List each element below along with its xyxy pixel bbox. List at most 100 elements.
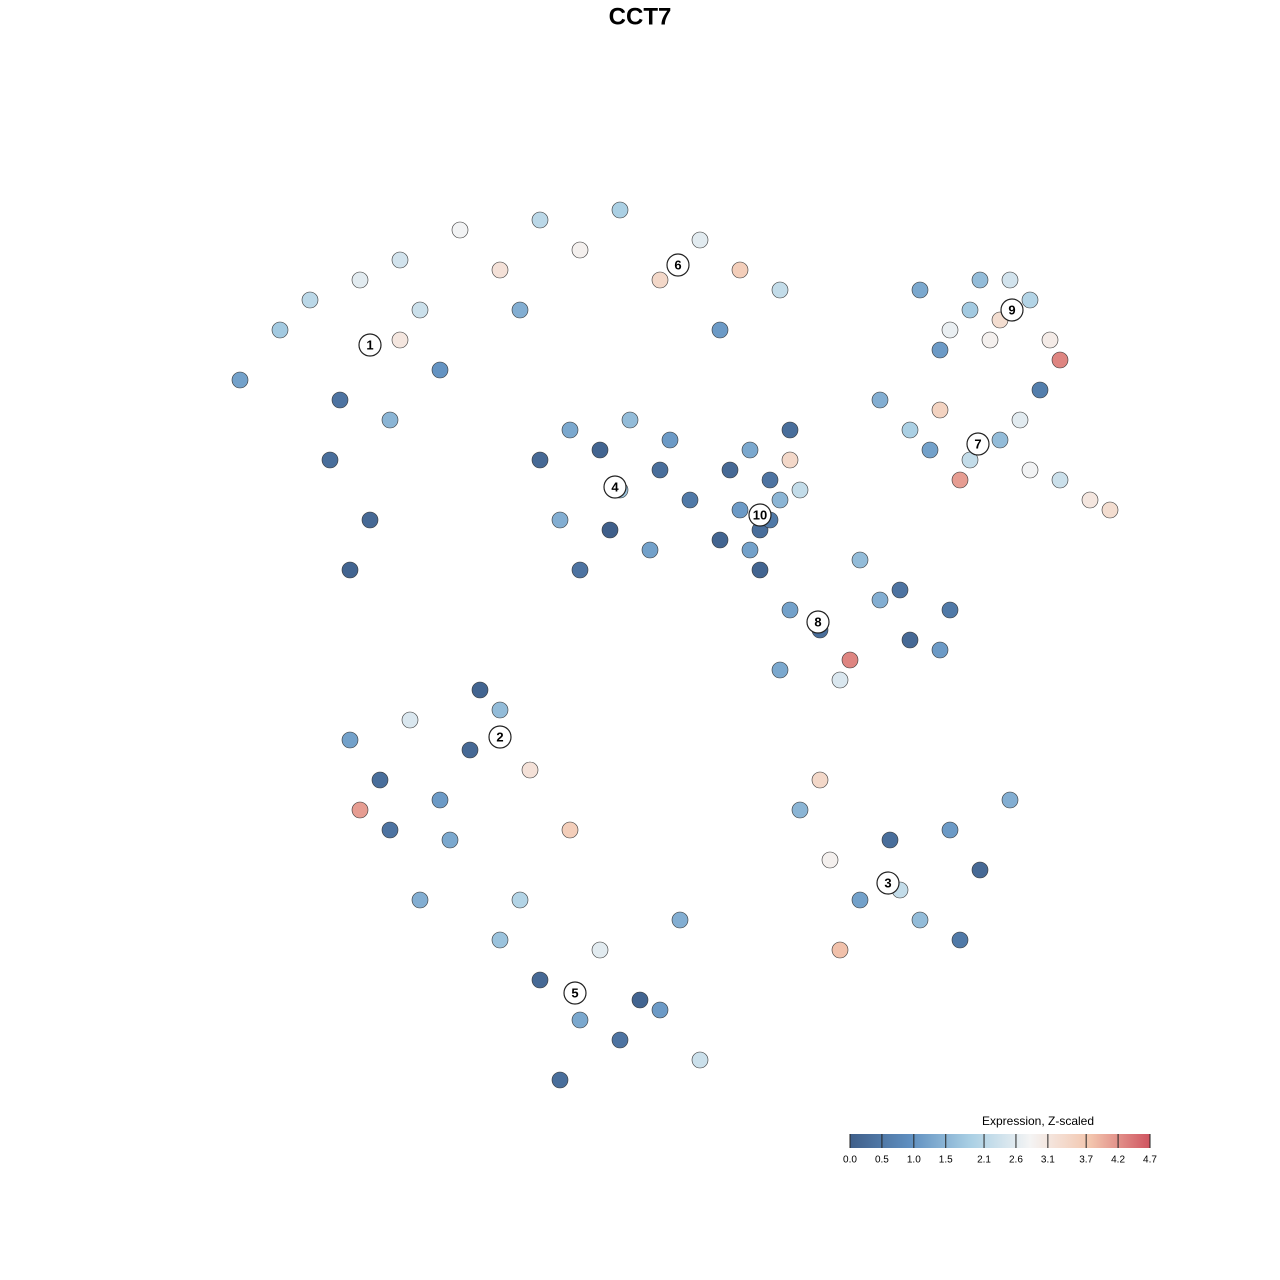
- cell-point: [1041, 331, 1059, 349]
- cluster-label: 1: [366, 337, 373, 352]
- cell-point: [731, 501, 749, 519]
- cell-point: [651, 461, 669, 479]
- cell-point: [351, 801, 369, 819]
- cluster-label: 5: [571, 985, 578, 1000]
- cell-point: [411, 891, 429, 909]
- cell-point: [781, 601, 799, 619]
- cell-point: [301, 291, 319, 309]
- cell-point: [401, 711, 419, 729]
- cell-point: [681, 491, 699, 509]
- colorbar-title: Expression, Z-scaled: [982, 1114, 1094, 1128]
- cell-point: [971, 861, 989, 879]
- cluster-badge: [806, 610, 830, 634]
- cluster-badge: [748, 503, 772, 527]
- colorbar-tick-label: 2.6: [1009, 1155, 1023, 1166]
- cell-point: [931, 401, 949, 419]
- cell-point: [491, 261, 509, 279]
- cluster-label: 9: [1008, 302, 1015, 317]
- cell-point: [461, 741, 479, 759]
- chart-title: CCT7: [609, 3, 672, 30]
- cell-point: [971, 271, 989, 289]
- cell-point: [531, 211, 549, 229]
- cell-point: [901, 421, 919, 439]
- cell-point: [771, 661, 789, 679]
- cell-point: [271, 321, 289, 339]
- colorbar-tick-label: 1.0: [907, 1155, 921, 1166]
- cluster-badge: [563, 981, 587, 1005]
- cell-point: [561, 821, 579, 839]
- cluster-badge: [1000, 298, 1024, 322]
- cell-point: [561, 421, 579, 439]
- cell-point: [1001, 791, 1019, 809]
- cell-point: [371, 771, 389, 789]
- cell-point: [831, 941, 849, 959]
- colorbar-tick-label: 1.5: [939, 1155, 953, 1166]
- cluster-label: 3: [884, 875, 891, 890]
- colorbar-tick-label: 3.1: [1041, 1155, 1055, 1166]
- cell-point: [881, 831, 899, 849]
- cell-point: [391, 251, 409, 269]
- cell-point: [1021, 291, 1039, 309]
- cluster-label: 10: [753, 507, 767, 522]
- cell-point: [711, 321, 729, 339]
- cell-point: [601, 521, 619, 539]
- cell-point: [361, 511, 379, 529]
- cell-point: [391, 331, 409, 349]
- cell-point: [981, 331, 999, 349]
- cell-point: [551, 1071, 569, 1089]
- cell-point: [531, 451, 549, 469]
- cell-point: [611, 201, 629, 219]
- cell-point: [941, 321, 959, 339]
- cell-point: [821, 851, 839, 869]
- cell-point: [691, 1051, 709, 1069]
- cell-point: [571, 1011, 589, 1029]
- cell-point: [1001, 271, 1019, 289]
- cluster-badge: [876, 871, 900, 895]
- cell-point: [911, 911, 929, 929]
- cluster-label: 6: [674, 257, 681, 272]
- cell-point: [411, 301, 429, 319]
- cell-point: [781, 421, 799, 439]
- cell-point: [731, 261, 749, 279]
- cell-point: [641, 541, 659, 559]
- cell-point: [961, 301, 979, 319]
- cluster-label: 2: [496, 729, 503, 744]
- cell-point: [951, 471, 969, 489]
- cell-point: [1011, 411, 1029, 429]
- cell-point: [711, 531, 729, 549]
- cell-point: [341, 561, 359, 579]
- cell-point: [591, 441, 609, 459]
- cell-point: [571, 241, 589, 259]
- cell-point: [741, 541, 759, 559]
- cluster-label: 8: [814, 614, 821, 629]
- cell-point: [511, 301, 529, 319]
- cell-point: [791, 481, 809, 499]
- cell-point: [691, 231, 709, 249]
- cluster-badge: [966, 432, 990, 456]
- cell-point: [871, 591, 889, 609]
- cell-point: [951, 931, 969, 949]
- cell-point: [381, 821, 399, 839]
- cell-point: [941, 821, 959, 839]
- cell-point: [1051, 351, 1069, 369]
- cluster-label: 7: [974, 436, 981, 451]
- cluster-badge: [488, 725, 512, 749]
- cell-point: [901, 631, 919, 649]
- cell-point: [1051, 471, 1069, 489]
- cell-point: [341, 731, 359, 749]
- colorbar-tick-label: 3.7: [1079, 1155, 1093, 1166]
- colorbar-tick-label: 0.5: [875, 1155, 889, 1166]
- cell-point: [841, 651, 859, 669]
- cell-point: [921, 441, 939, 459]
- cell-point: [511, 891, 529, 909]
- cell-point: [1031, 381, 1049, 399]
- cluster-badge: [358, 333, 382, 357]
- cell-point: [931, 341, 949, 359]
- colorbar: [850, 1134, 1150, 1148]
- cluster-badge: [666, 253, 690, 277]
- cell-point: [621, 411, 639, 429]
- cell-point: [1021, 461, 1039, 479]
- cell-point: [721, 461, 739, 479]
- cell-point: [451, 221, 469, 239]
- cell-point: [851, 551, 869, 569]
